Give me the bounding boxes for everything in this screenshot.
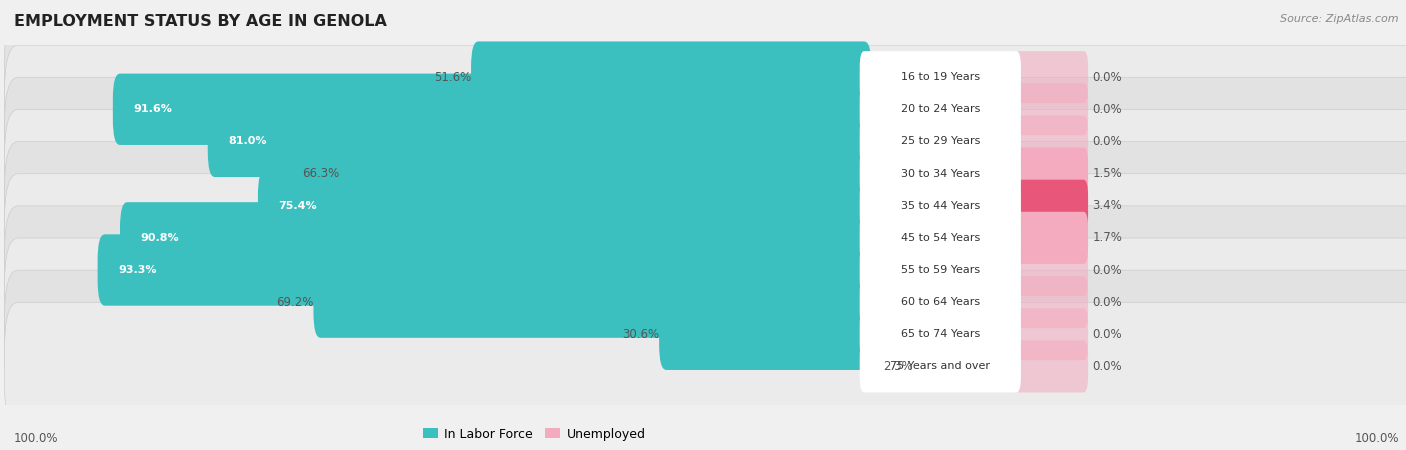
Text: EMPLOYMENT STATUS BY AGE IN GENOLA: EMPLOYMENT STATUS BY AGE IN GENOLA — [14, 14, 387, 28]
Text: 0.0%: 0.0% — [1092, 71, 1122, 84]
Text: 35 to 44 Years: 35 to 44 Years — [901, 201, 980, 211]
Text: 65 to 74 Years: 65 to 74 Years — [901, 329, 980, 339]
Text: 75.4%: 75.4% — [278, 201, 318, 211]
FancyBboxPatch shape — [4, 77, 1406, 206]
Text: 91.6%: 91.6% — [134, 104, 173, 114]
FancyBboxPatch shape — [859, 212, 1021, 264]
FancyBboxPatch shape — [1012, 51, 1088, 103]
Text: 100.0%: 100.0% — [1354, 432, 1399, 446]
FancyBboxPatch shape — [97, 234, 872, 306]
Text: 75 Years and over: 75 Years and over — [890, 361, 990, 371]
Text: 1.7%: 1.7% — [1092, 231, 1122, 244]
FancyBboxPatch shape — [4, 206, 1406, 334]
FancyBboxPatch shape — [859, 180, 1021, 232]
Text: 1.5%: 1.5% — [1092, 167, 1122, 180]
FancyBboxPatch shape — [314, 266, 872, 338]
FancyBboxPatch shape — [859, 244, 1021, 296]
FancyBboxPatch shape — [859, 51, 1021, 103]
Text: 90.8%: 90.8% — [141, 233, 179, 243]
FancyBboxPatch shape — [4, 45, 1406, 173]
FancyBboxPatch shape — [1012, 276, 1088, 328]
Text: 0.0%: 0.0% — [1092, 360, 1122, 373]
Text: 0.0%: 0.0% — [1092, 135, 1122, 148]
FancyBboxPatch shape — [339, 138, 872, 209]
Text: 60 to 64 Years: 60 to 64 Years — [901, 297, 980, 307]
Text: 30.6%: 30.6% — [621, 328, 659, 341]
FancyBboxPatch shape — [4, 270, 1406, 398]
Text: 100.0%: 100.0% — [14, 432, 59, 446]
FancyBboxPatch shape — [471, 41, 872, 113]
Text: 2.3%: 2.3% — [883, 360, 912, 373]
FancyBboxPatch shape — [1012, 83, 1088, 135]
Text: 25 to 29 Years: 25 to 29 Years — [901, 136, 980, 146]
FancyBboxPatch shape — [1012, 212, 1088, 264]
FancyBboxPatch shape — [4, 174, 1406, 302]
FancyBboxPatch shape — [120, 202, 872, 274]
FancyBboxPatch shape — [4, 302, 1406, 431]
FancyBboxPatch shape — [4, 238, 1406, 366]
FancyBboxPatch shape — [1012, 244, 1088, 296]
FancyBboxPatch shape — [1012, 308, 1088, 360]
FancyBboxPatch shape — [4, 13, 1406, 141]
FancyBboxPatch shape — [112, 74, 872, 145]
Text: 45 to 54 Years: 45 to 54 Years — [901, 233, 980, 243]
FancyBboxPatch shape — [859, 276, 1021, 328]
FancyBboxPatch shape — [4, 142, 1406, 270]
Text: 55 to 59 Years: 55 to 59 Years — [901, 265, 980, 275]
Text: 20 to 24 Years: 20 to 24 Years — [901, 104, 980, 114]
Text: 16 to 19 Years: 16 to 19 Years — [901, 72, 980, 82]
FancyBboxPatch shape — [1012, 115, 1088, 167]
Text: 51.6%: 51.6% — [434, 71, 471, 84]
Text: 3.4%: 3.4% — [1092, 199, 1122, 212]
Text: 81.0%: 81.0% — [228, 136, 267, 146]
Text: 0.0%: 0.0% — [1092, 103, 1122, 116]
Text: Source: ZipAtlas.com: Source: ZipAtlas.com — [1281, 14, 1399, 23]
Text: 93.3%: 93.3% — [118, 265, 156, 275]
Text: 30 to 34 Years: 30 to 34 Years — [901, 169, 980, 179]
FancyBboxPatch shape — [1012, 180, 1088, 232]
Legend: In Labor Force, Unemployed: In Labor Force, Unemployed — [418, 423, 651, 446]
FancyBboxPatch shape — [859, 148, 1021, 200]
Text: 0.0%: 0.0% — [1092, 328, 1122, 341]
Text: 69.2%: 69.2% — [276, 296, 314, 309]
FancyBboxPatch shape — [4, 109, 1406, 238]
Text: 0.0%: 0.0% — [1092, 296, 1122, 309]
FancyBboxPatch shape — [859, 83, 1021, 135]
FancyBboxPatch shape — [1012, 340, 1088, 392]
FancyBboxPatch shape — [859, 115, 1021, 167]
Text: 66.3%: 66.3% — [302, 167, 339, 180]
FancyBboxPatch shape — [208, 106, 872, 177]
FancyBboxPatch shape — [659, 299, 872, 370]
FancyBboxPatch shape — [257, 170, 872, 241]
FancyBboxPatch shape — [859, 340, 1021, 392]
FancyBboxPatch shape — [1012, 148, 1088, 200]
FancyBboxPatch shape — [859, 308, 1021, 360]
Text: 0.0%: 0.0% — [1092, 264, 1122, 276]
